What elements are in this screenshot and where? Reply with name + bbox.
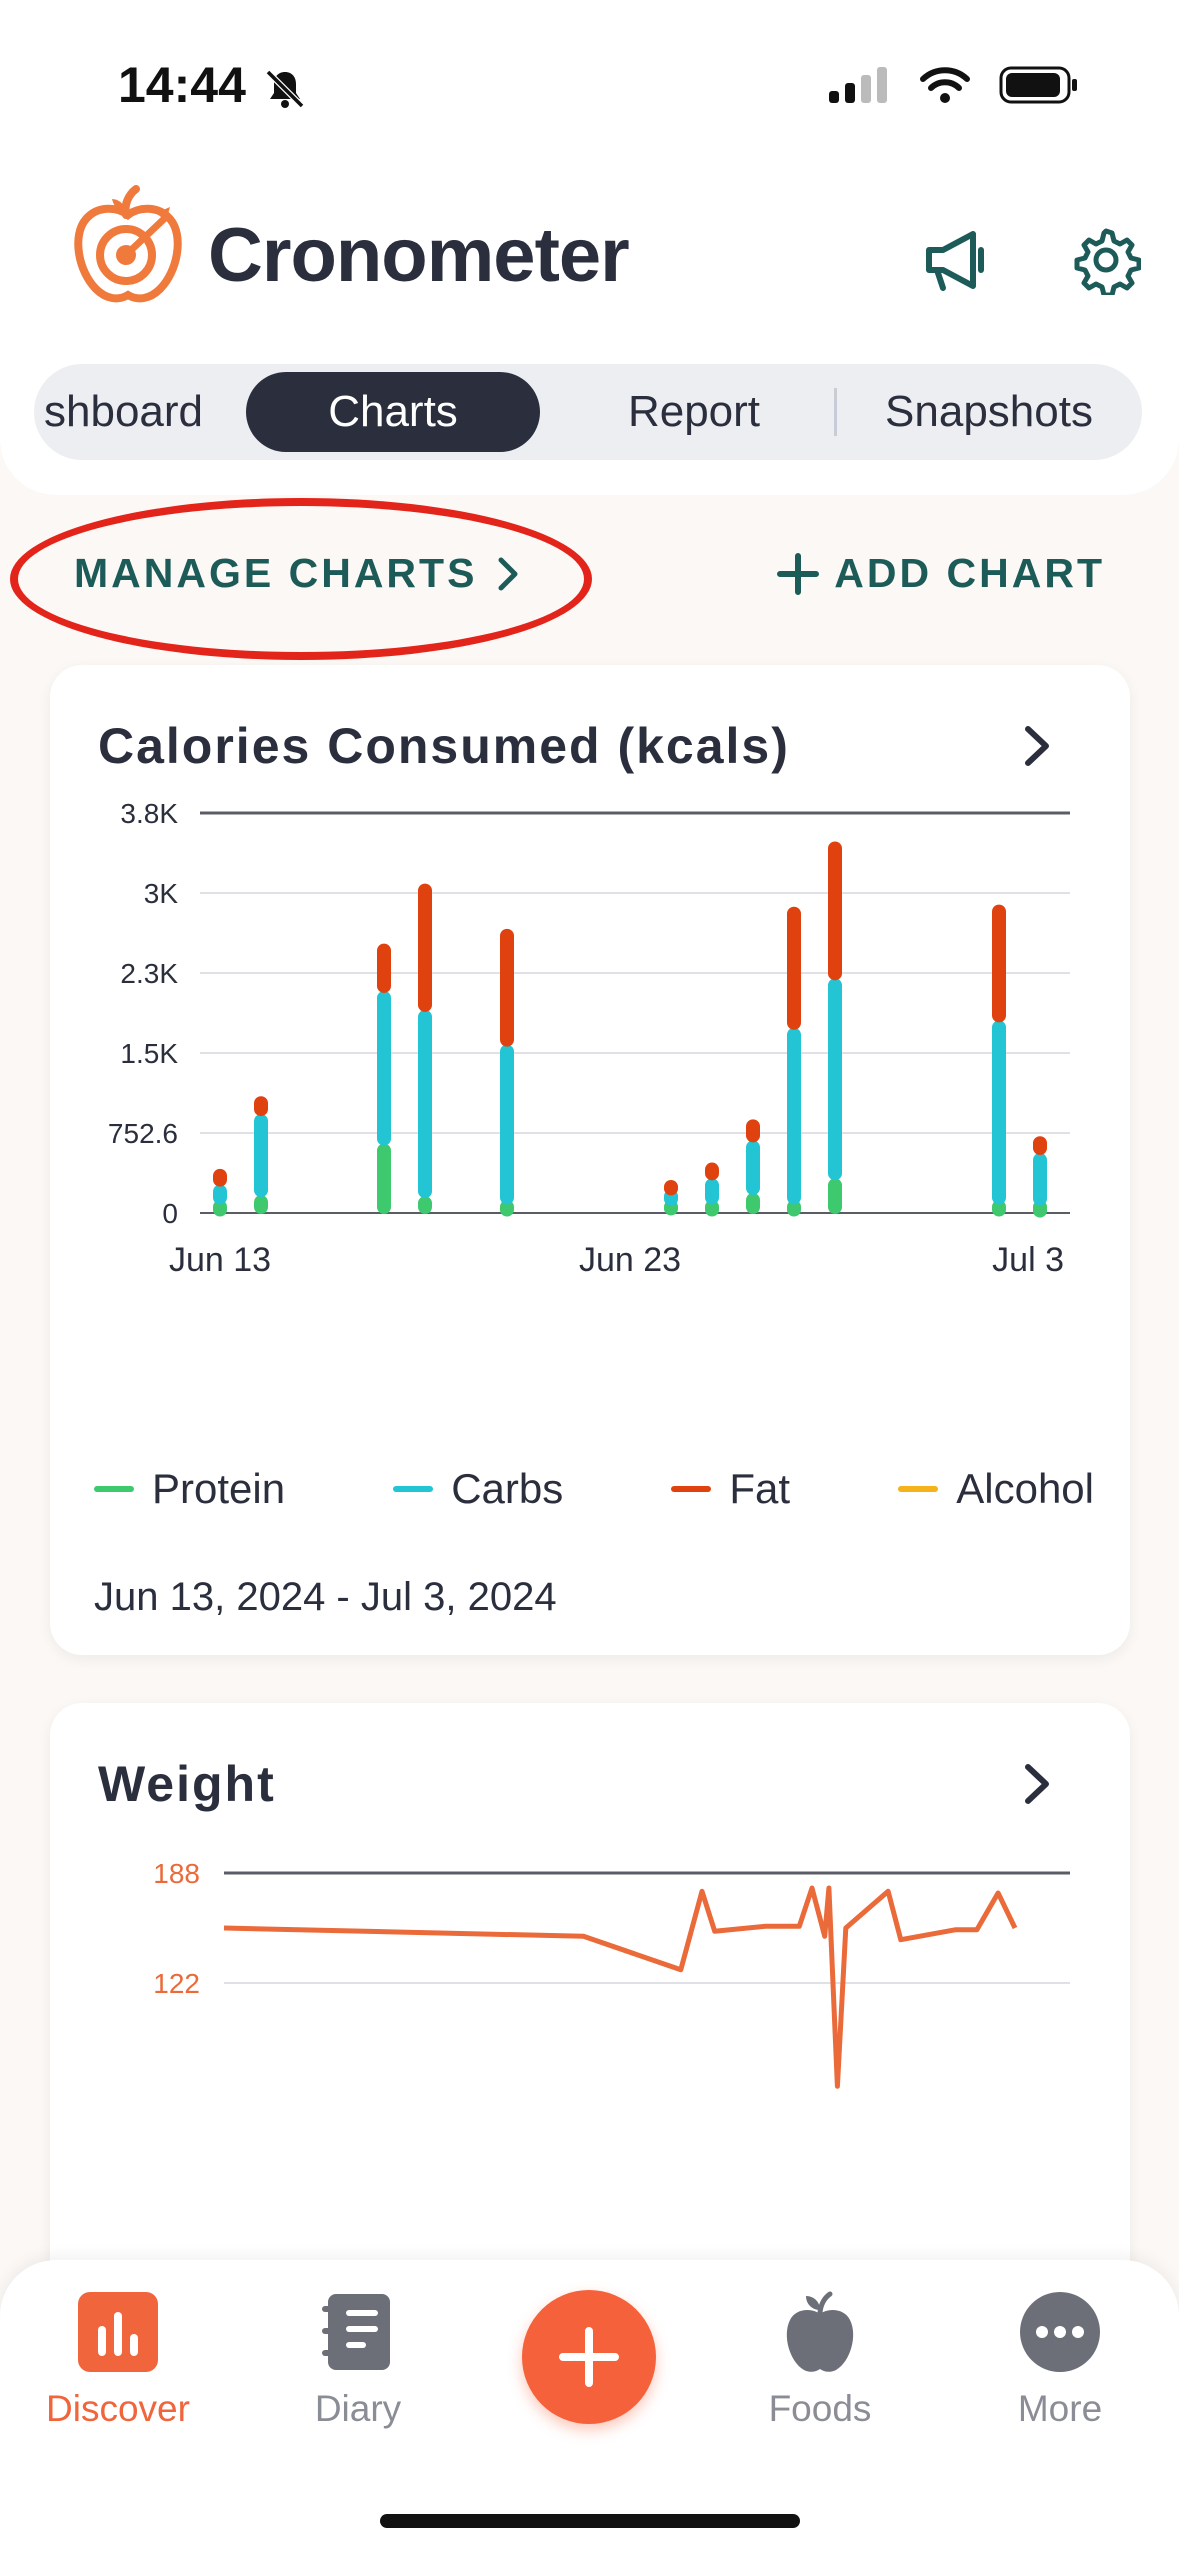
megaphone-icon	[926, 231, 984, 291]
nav-foods-label: Foods	[768, 2388, 872, 2429]
add-chart-button[interactable]: ADD CHART	[776, 550, 1105, 597]
nav-discover-label: Discover	[46, 2388, 190, 2429]
calories-chart: 0 752.6 1.5K 2.3K 3K 3.8K Jun 13 Jun 23 Jul 3	[108, 798, 1070, 1279]
weight-chart: 122 188	[153, 1858, 1070, 2089]
y-tick-label: 3.8K	[120, 798, 178, 829]
legend-fat: Fat	[671, 1465, 790, 1513]
more-icon	[1020, 2292, 1100, 2372]
add-chart-label: ADD CHART	[834, 550, 1105, 596]
plus-icon	[777, 552, 820, 595]
tab-divider	[834, 388, 837, 436]
chevron-right-icon	[498, 557, 518, 590]
date-range: Jun 13, 2024 - Jul 3, 2024	[94, 1575, 557, 1619]
wifi-icon	[920, 67, 970, 103]
legend-carbs: Carbs	[393, 1465, 563, 1513]
weight-card[interactable]: Weight 122 188	[50, 1703, 1130, 2323]
legend-carbs-label: Carbs	[451, 1465, 564, 1512]
status-bar: 14:44	[0, 0, 1179, 170]
apple-icon	[786, 2291, 854, 2372]
weight-card-title: Weight	[98, 1756, 276, 1812]
y-tick-label: 752.6	[108, 1118, 178, 1149]
battery-icon	[999, 66, 1077, 104]
app-title: Cronometer	[208, 213, 630, 298]
x-tick-label: Jun 13	[169, 1241, 271, 1279]
tab-dashboard[interactable]: shboard	[44, 387, 204, 436]
settings-button[interactable]	[1066, 220, 1146, 300]
nav-diary-label: Diary	[314, 2388, 402, 2429]
y-tick-label: 122	[153, 1968, 200, 1999]
status-time: 14:44	[118, 57, 246, 113]
legend-protein-label: Protein	[152, 1465, 286, 1512]
cronometer-logo-icon	[74, 185, 182, 303]
y-tick-label: 0	[162, 1198, 178, 1229]
calories-card-title: Calories Consumed (kcals)	[98, 718, 790, 774]
manage-charts-label: MANAGE CHARTS	[74, 550, 478, 596]
y-tick-label: 188	[153, 1858, 200, 1889]
calories-card[interactable]: Calories Consumed (kcals) 0 752.6 1.5K 2.3K…	[50, 665, 1130, 1655]
tab-report[interactable]: Report	[627, 387, 761, 436]
legend-alcohol-label: Alcohol	[956, 1465, 1094, 1512]
calories-legend: Protein Carbs Fat Alcohol	[94, 1465, 1094, 1513]
tab-charts[interactable]: Charts	[246, 372, 540, 452]
add-entry-button[interactable]	[522, 2290, 656, 2424]
nav-discover[interactable]: Discover	[28, 2290, 208, 2430]
chevron-right-icon[interactable]	[1018, 1759, 1058, 1809]
discover-icon	[78, 2292, 158, 2372]
gear-icon	[1074, 228, 1141, 295]
announcements-button[interactable]	[920, 220, 1000, 300]
y-tick-label: 1.5K	[120, 1038, 178, 1069]
legend-fat-label: Fat	[729, 1465, 791, 1512]
tab-bar: shboard Charts Report Snapshots	[34, 364, 1142, 460]
plus-icon	[559, 2327, 619, 2387]
nav-diary[interactable]: Diary	[268, 2290, 448, 2430]
x-tick-label: Jul 3	[992, 1241, 1064, 1279]
nav-more-label: More	[1017, 2388, 1103, 2429]
nav-more[interactable]: More	[970, 2290, 1150, 2430]
diary-icon	[322, 2294, 390, 2370]
bottom-nav: Discover Diary Foods	[0, 2260, 1179, 2556]
chevron-right-icon[interactable]	[1018, 721, 1058, 771]
manage-charts-button[interactable]: MANAGE CHARTS	[74, 550, 521, 597]
highlight-annotation	[10, 498, 592, 660]
home-indicator	[380, 2514, 800, 2528]
legend-protein: Protein	[94, 1465, 285, 1513]
silent-bell-icon	[265, 69, 305, 109]
signal-icon	[829, 67, 887, 103]
y-tick-label: 2.3K	[120, 958, 178, 989]
y-tick-label: 3K	[144, 878, 179, 909]
x-tick-label: Jun 23	[579, 1241, 681, 1279]
nav-foods[interactable]: Foods	[730, 2290, 910, 2430]
legend-alcohol: Alcohol	[898, 1465, 1094, 1513]
tab-snapshots[interactable]: Snapshots	[885, 387, 1093, 436]
weight-line	[223, 1885, 1018, 2089]
